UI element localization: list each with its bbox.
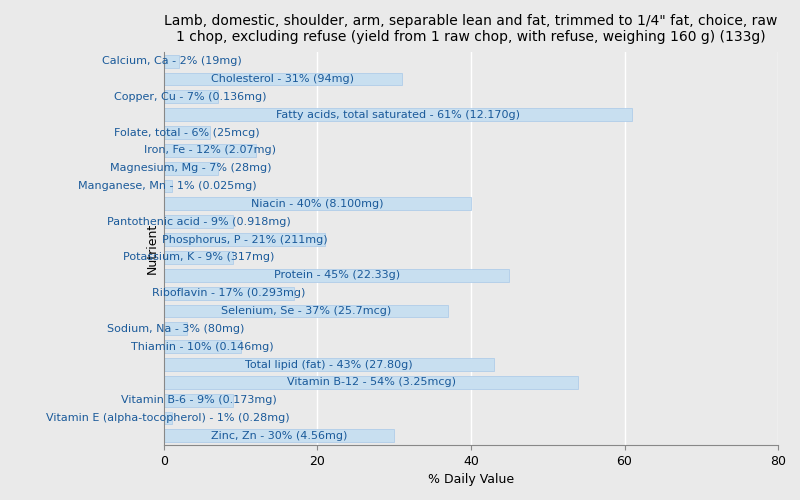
Text: Niacin - 40% (8.100mg): Niacin - 40% (8.100mg) xyxy=(251,199,384,209)
Text: Iron, Fe - 12% (2.07mg): Iron, Fe - 12% (2.07mg) xyxy=(144,146,276,156)
Bar xyxy=(164,322,187,336)
Text: Protein - 45% (22.33g): Protein - 45% (22.33g) xyxy=(274,270,400,280)
Bar xyxy=(164,358,494,371)
Text: Phosphorus, P - 21% (211mg): Phosphorus, P - 21% (211mg) xyxy=(162,234,327,244)
Text: Pantothenic acid - 9% (0.918mg): Pantothenic acid - 9% (0.918mg) xyxy=(106,216,290,226)
Text: Folate, total - 6% (25mcg): Folate, total - 6% (25mcg) xyxy=(114,128,260,138)
Bar xyxy=(164,162,218,174)
Title: Lamb, domestic, shoulder, arm, separable lean and fat, trimmed to 1/4" fat, choi: Lamb, domestic, shoulder, arm, separable… xyxy=(164,14,778,44)
Bar xyxy=(164,412,171,424)
Bar xyxy=(164,430,394,442)
Bar xyxy=(164,144,256,157)
Text: Manganese, Mn - 1% (0.025mg): Manganese, Mn - 1% (0.025mg) xyxy=(78,181,257,191)
Bar xyxy=(164,216,233,228)
X-axis label: % Daily Value: % Daily Value xyxy=(428,473,514,486)
Bar xyxy=(164,233,325,246)
Bar xyxy=(164,394,233,406)
Bar xyxy=(164,269,510,281)
Text: Vitamin B-6 - 9% (0.173mg): Vitamin B-6 - 9% (0.173mg) xyxy=(121,395,276,405)
Text: Sodium, Na - 3% (80mg): Sodium, Na - 3% (80mg) xyxy=(106,324,244,334)
Bar xyxy=(164,108,632,121)
Text: Vitamin E (alpha-tocopherol) - 1% (0.28mg): Vitamin E (alpha-tocopherol) - 1% (0.28m… xyxy=(46,413,290,423)
Bar xyxy=(164,126,210,139)
Bar xyxy=(164,54,179,68)
Bar xyxy=(164,90,218,103)
Bar xyxy=(164,251,233,264)
Bar xyxy=(164,340,241,353)
Text: Selenium, Se - 37% (25.7mcg): Selenium, Se - 37% (25.7mcg) xyxy=(221,306,391,316)
Text: Potassium, K - 9% (317mg): Potassium, K - 9% (317mg) xyxy=(122,252,274,262)
Text: Copper, Cu - 7% (0.136mg): Copper, Cu - 7% (0.136mg) xyxy=(114,92,267,102)
Bar xyxy=(164,376,578,389)
Text: Cholesterol - 31% (94mg): Cholesterol - 31% (94mg) xyxy=(211,74,354,84)
Bar xyxy=(164,72,402,86)
Text: Fatty acids, total saturated - 61% (12.170g): Fatty acids, total saturated - 61% (12.1… xyxy=(276,110,520,120)
Text: Magnesium, Mg - 7% (28mg): Magnesium, Mg - 7% (28mg) xyxy=(110,163,271,173)
Text: Thiamin - 10% (0.146mg): Thiamin - 10% (0.146mg) xyxy=(131,342,274,351)
Text: Vitamin B-12 - 54% (3.25mcg): Vitamin B-12 - 54% (3.25mcg) xyxy=(286,378,456,388)
Y-axis label: Nutrient: Nutrient xyxy=(146,223,158,274)
Text: Total lipid (fat) - 43% (27.80g): Total lipid (fat) - 43% (27.80g) xyxy=(245,360,413,370)
Text: Zinc, Zn - 30% (4.56mg): Zinc, Zn - 30% (4.56mg) xyxy=(211,431,347,441)
Bar xyxy=(164,198,471,210)
Bar xyxy=(164,304,448,318)
Text: Riboflavin - 17% (0.293mg): Riboflavin - 17% (0.293mg) xyxy=(153,288,306,298)
Text: Calcium, Ca - 2% (19mg): Calcium, Ca - 2% (19mg) xyxy=(102,56,242,66)
Bar xyxy=(164,286,294,300)
Bar xyxy=(164,180,171,192)
